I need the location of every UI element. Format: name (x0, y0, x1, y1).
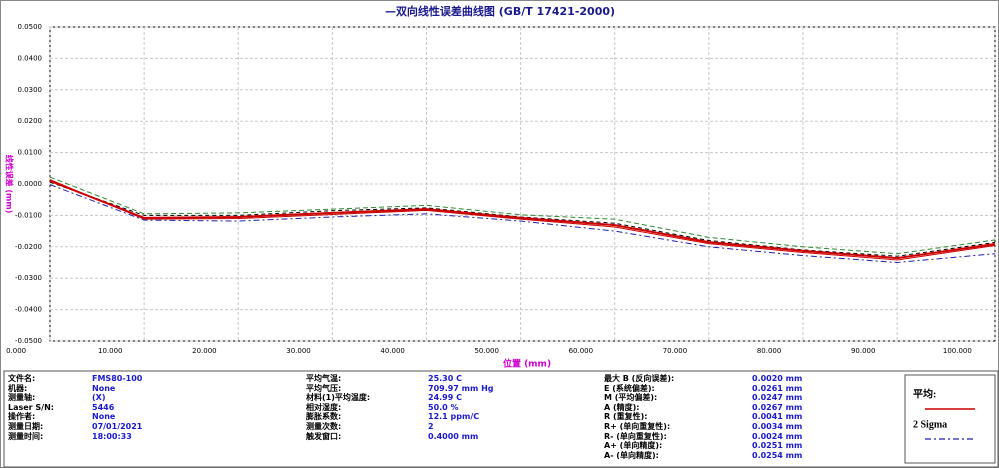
info-value: 0.0254 mm (752, 450, 803, 460)
info-label: 测量轴: (8, 393, 36, 403)
series-line (49, 179, 996, 260)
info-value: 5446 (92, 402, 115, 412)
info-value: 0.0251 mm (752, 441, 803, 451)
info-value: 0.4000 mm (428, 431, 479, 441)
x-axis-title: 位置 (mm) (503, 358, 551, 370)
x-tick-label: 30.000 (286, 347, 311, 355)
info-label: A- (单向精度): (604, 450, 659, 460)
info-value: 2 (428, 422, 434, 431)
info-value: 0.0024 mm (752, 431, 803, 441)
info-label: A (精度): (604, 402, 640, 412)
x-tick-label: 100.000 (943, 347, 972, 355)
legend-box (904, 374, 996, 464)
legend-label: 2 Sigma (913, 419, 947, 430)
info-value: 0.0267 mm (752, 402, 803, 412)
chart-title: —双向线性误差曲线图 (GB/T 17421-2000) (385, 4, 615, 18)
info-label: 测量次数: (306, 422, 342, 431)
x-tick-label: 80.000 (757, 347, 782, 355)
info-label: R- (单向重复性): (604, 431, 667, 441)
info-value: 0.0020 mm (752, 374, 803, 383)
x-tick-label: 60.000 (569, 347, 594, 355)
info-label: R+ (单向重复性): (604, 422, 671, 431)
info-label: E (系统偏差): (604, 383, 655, 393)
x-tick-label: 90.000 (851, 347, 876, 355)
y-tick-label: 0.0100 (18, 149, 43, 157)
y-tick-label: -0.0500 (15, 337, 42, 345)
info-label: R (重复性): (604, 412, 648, 422)
info-label: 操作者: (8, 412, 36, 422)
info-label: 相对湿度: (306, 402, 342, 412)
info-label: 平均气温: (306, 374, 342, 383)
info-value: 0.0247 mm (752, 393, 803, 403)
y-tick-label: -0.0100 (15, 211, 42, 219)
info-value: FMS80-100 (92, 374, 143, 383)
y-axis-title: 线性误差 (mm) (5, 155, 15, 214)
info-label: 测量日期: (8, 422, 44, 431)
info-value: 0.0041 mm (752, 412, 803, 422)
y-tick-label: 0.0200 (18, 117, 43, 125)
info-value: 50.0 % (428, 402, 459, 412)
info-label: 机器: (8, 383, 28, 393)
info-value: 0.0034 mm (752, 422, 803, 431)
info-value: 25.30 C (428, 374, 462, 383)
x-tick-label: 0.000 (6, 347, 26, 355)
y-tick-label: 0.0500 (18, 23, 43, 31)
x-tick-label: 20.000 (192, 347, 217, 355)
x-tick-label: 50.000 (474, 347, 499, 355)
legend-label: 平均: (913, 387, 936, 400)
y-tick-label: 0.0400 (18, 54, 43, 62)
y-tick-label: -0.0300 (15, 274, 42, 282)
info-label: 最大 B (反向误差): (604, 374, 675, 383)
info-label: 测量时间: (8, 431, 44, 441)
info-value: (X) (92, 393, 106, 403)
info-label: 平均气压: (306, 383, 342, 393)
info-label: M (平均偏差): (604, 393, 658, 403)
info-frame (3, 370, 999, 468)
info-label: 膨胀系数: (306, 412, 342, 422)
info-label: 文件名: (8, 374, 36, 383)
series-line (49, 179, 996, 261)
series-line (49, 184, 996, 264)
y-tick-label: 0.0000 (18, 180, 43, 188)
x-tick-label: 70.000 (663, 347, 688, 355)
info-label: Laser S/N: (8, 402, 54, 412)
x-tick-label: 40.000 (380, 347, 405, 355)
info-value: 07/01/2021 (92, 422, 143, 431)
info-value: 18:00:33 (92, 431, 132, 441)
info-value: None (92, 412, 116, 422)
info-value: 24.99 C (428, 393, 462, 403)
info-label: 触发窗口: (306, 431, 342, 441)
info-value: 709.97 mm Hg (428, 383, 494, 393)
y-tick-label: -0.0200 (15, 243, 42, 251)
info-label: 材料(1)平均温度: (306, 393, 371, 403)
y-tick-label: 0.0300 (18, 86, 43, 94)
y-tick-label: -0.0400 (15, 306, 42, 314)
x-tick-label: 10.000 (98, 347, 123, 355)
info-value: 0.0261 mm (752, 383, 803, 393)
info-value: 12.1 ppm/C (428, 412, 480, 422)
series-line (49, 176, 996, 255)
info-label: A+ (单向精度): (604, 441, 663, 451)
info-value: None (92, 383, 116, 393)
